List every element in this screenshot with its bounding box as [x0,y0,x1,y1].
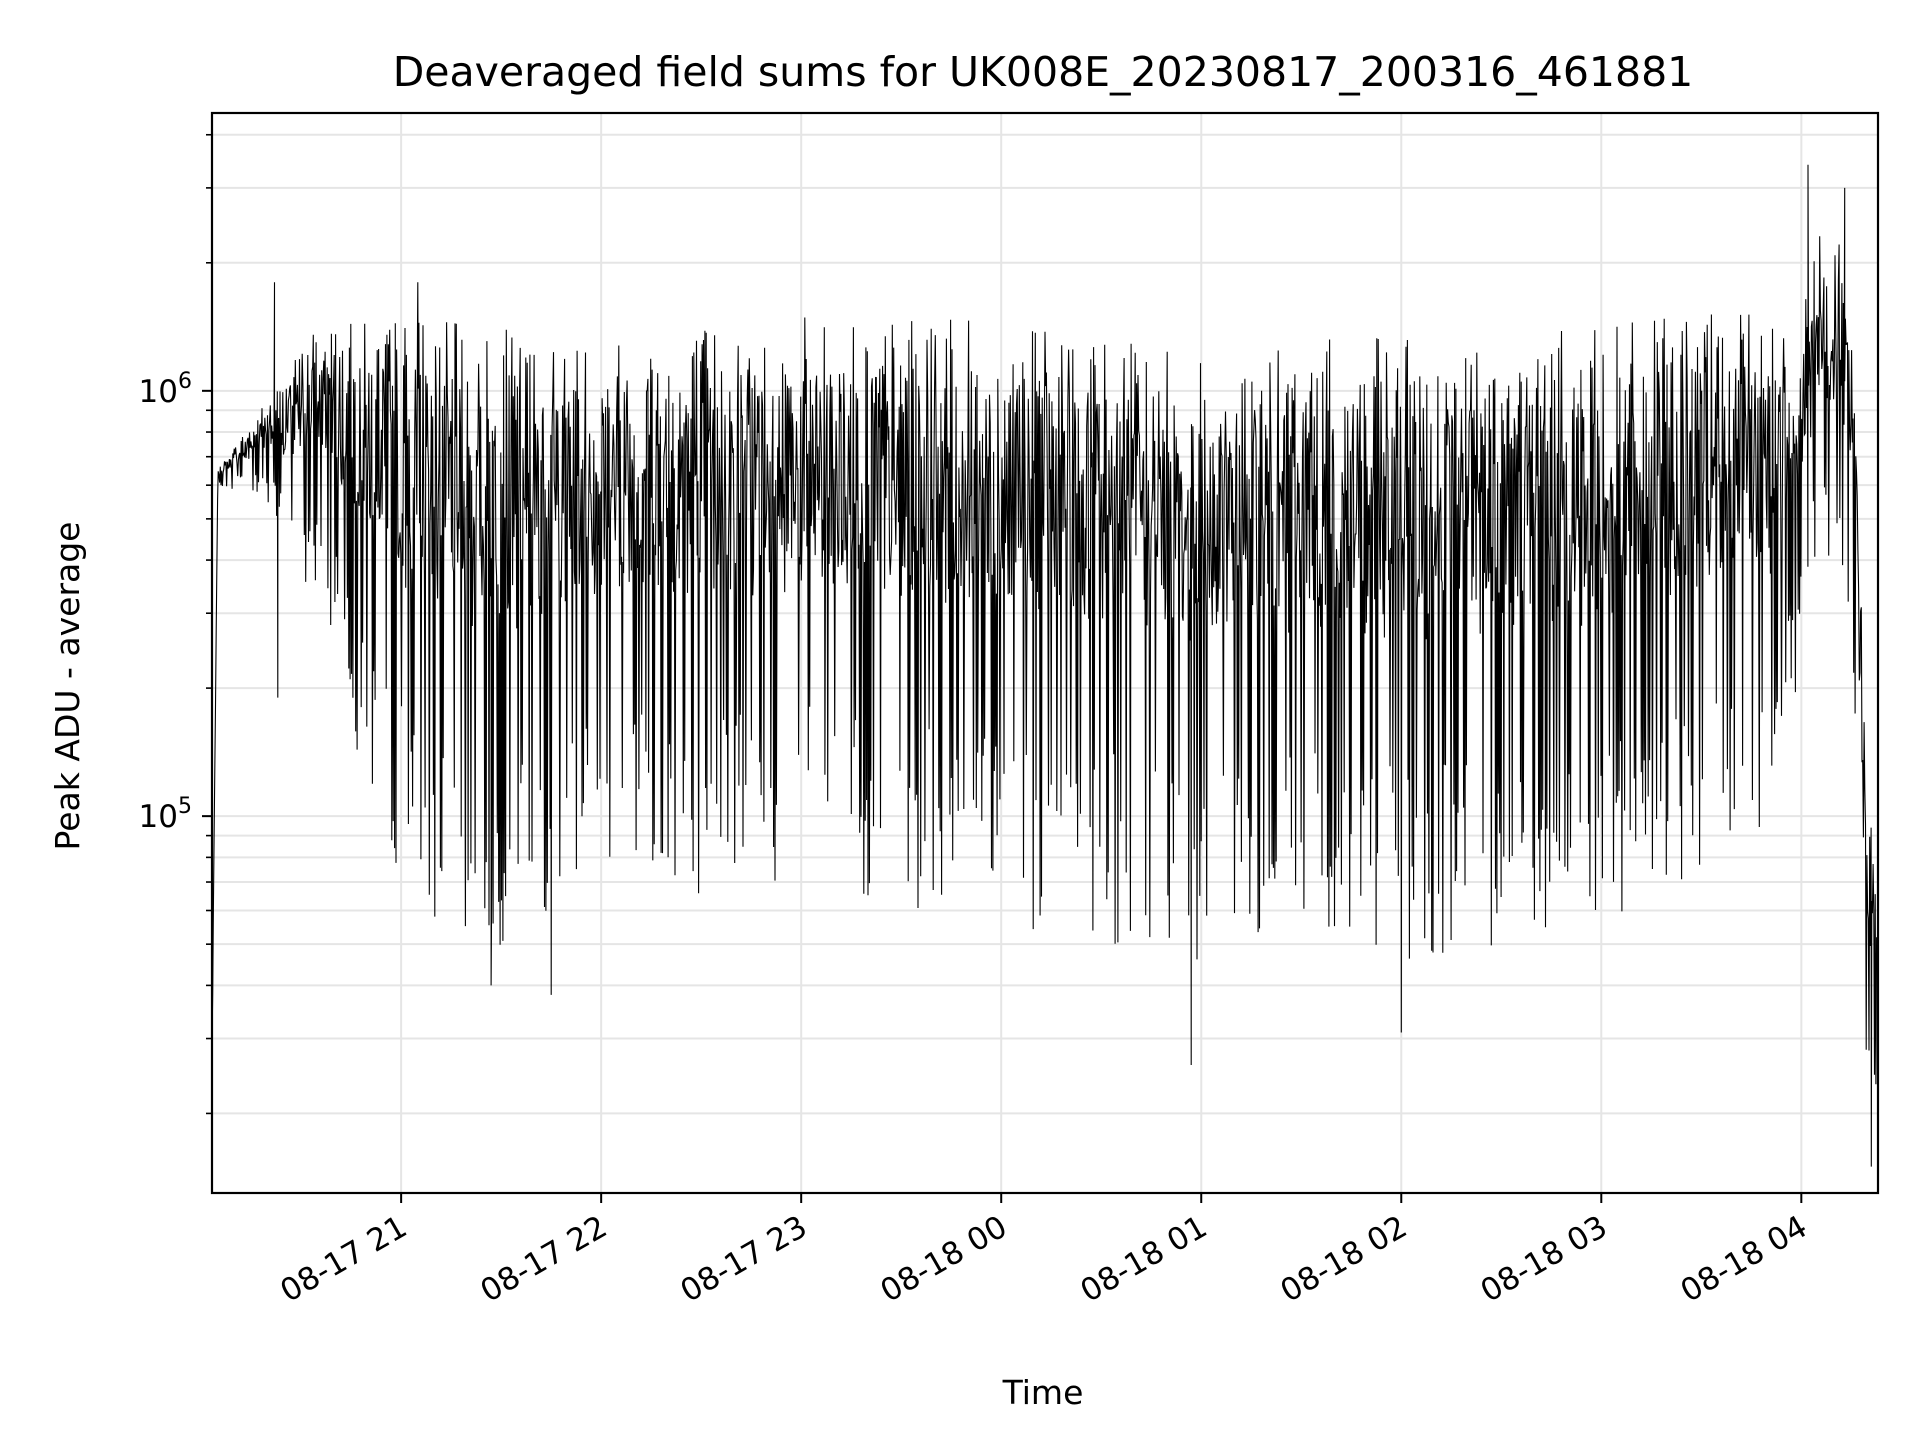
y-axis: 105 106 [139,133,212,1115]
data-layer [211,164,1879,1167]
series-line [211,164,1879,1167]
x-axis-label: Time [1002,1373,1084,1412]
y-axis-label: Peak ADU - average [48,522,87,851]
plot-frame [210,111,1880,1195]
chart-title: Deaveraged field sums for UK008E_2023081… [393,48,1694,96]
y-tick-label: 106 [139,369,192,410]
y-tick-label: 105 [139,794,192,835]
